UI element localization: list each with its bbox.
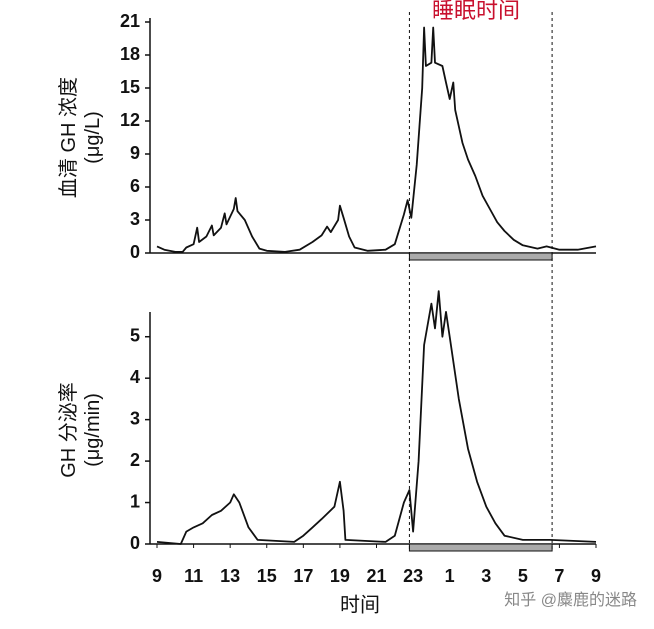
x-tick-label: 9 — [152, 566, 162, 586]
x-tick-label: 17 — [293, 566, 313, 586]
line — [156, 290, 597, 545]
y-label-unit: (μg/min) — [82, 393, 104, 467]
y-label: GH 分泌率 (μg/min) — [57, 382, 104, 478]
y-tick-label: 3 — [130, 209, 140, 229]
sleep-bar — [408, 543, 553, 552]
x-tick-label: 5 — [518, 566, 528, 586]
line — [156, 26, 597, 253]
y-tick-label: 4 — [130, 367, 140, 387]
x-tick-label: 19 — [330, 566, 350, 586]
y-tick-label: 0 — [130, 533, 140, 553]
y-tick-label: 15 — [120, 77, 140, 97]
annotation: 睡眠时间 — [432, 0, 520, 23]
y-tick-label: 0 — [130, 242, 140, 262]
x-tick-label: 21 — [366, 566, 386, 586]
x-tick-label: 3 — [481, 566, 491, 586]
y-tick-label: 1 — [130, 491, 140, 511]
y-label-title: GH 分泌率 — [57, 382, 80, 478]
x-tick-label: 11 — [184, 566, 203, 586]
y-label-title: 血清 GH 浓度 — [57, 77, 80, 198]
y-tick-label: 6 — [130, 176, 140, 196]
y-label-unit: (μg/L) — [82, 111, 104, 164]
y-tick-label: 3 — [130, 408, 140, 428]
y-tick-label: 18 — [120, 44, 140, 64]
y-tick-label: 9 — [130, 143, 140, 163]
x-tick-label: 23 — [403, 566, 423, 586]
x-label: 时间 — [340, 593, 380, 616]
x-tick-label: 15 — [257, 566, 277, 586]
x-tick-label: 1 — [445, 566, 455, 586]
x-tick-label: 13 — [220, 566, 240, 586]
x-tick-label: 9 — [591, 566, 601, 586]
y-tick-label: 21 — [120, 11, 140, 31]
y-label: 血清 GH 浓度 (μg/L) — [57, 77, 104, 198]
x-tick-label: 7 — [554, 566, 564, 586]
y-tick-label: 2 — [130, 450, 140, 470]
watermark: 知乎 @麋鹿的迷路 — [504, 591, 637, 609]
y-tick-label: 12 — [120, 110, 140, 130]
sleep-bar — [408, 252, 553, 261]
y-tick-label: 5 — [130, 325, 140, 345]
